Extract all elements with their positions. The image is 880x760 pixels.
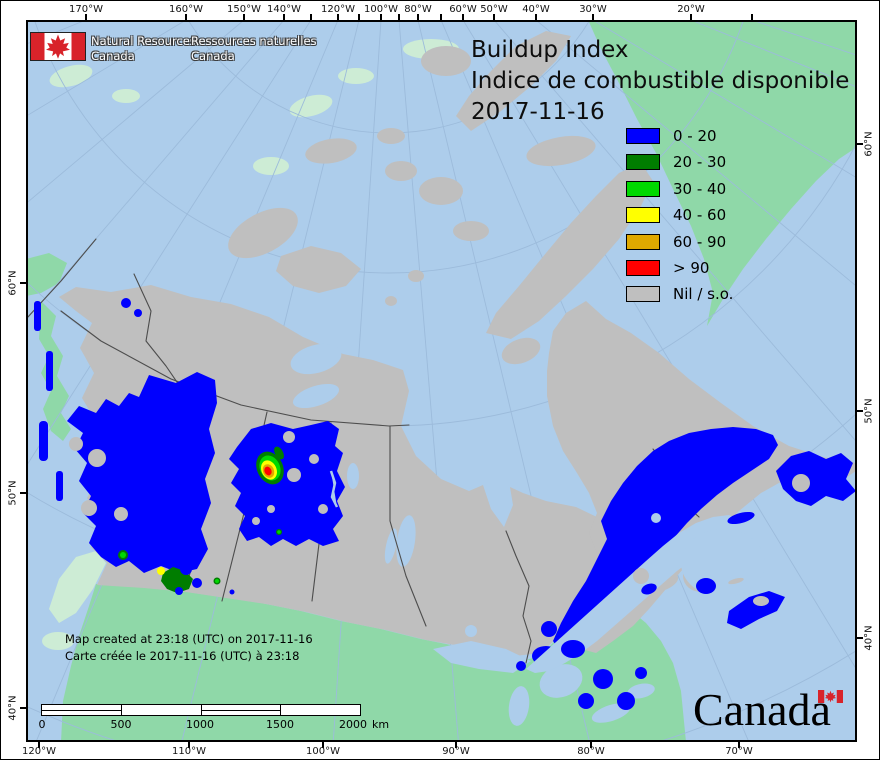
canada-wordmark: Canada (693, 684, 831, 735)
creation-timestamp: Map created at 23:18 (UTC) on 2017-11-16… (65, 631, 313, 664)
scale-unit: km (372, 718, 390, 731)
legend-label: 0 - 20 (673, 127, 717, 145)
lat-label: 60°N (863, 131, 875, 157)
created-en: Map created at 23:18 (UTC) on 2017-11-16 (65, 632, 313, 646)
lon-label: 160°W (169, 4, 203, 15)
legend: 0 - 20 20 - 30 30 - 40 40 - 60 60 - 90 >… (626, 127, 734, 304)
legend-row: Nil / s.o. (626, 285, 734, 304)
bui-saskatchewan (229, 421, 345, 546)
lat-label: 60°N (7, 270, 19, 296)
legend-swatch (626, 233, 660, 250)
lon-label: 60°W (449, 4, 477, 15)
lon-label: 80°W (404, 4, 432, 15)
lon-label: 120°W (22, 746, 56, 757)
lon-label: 70°W (725, 746, 753, 757)
legend-swatch (626, 286, 660, 303)
title-line-fr: Indice de combustible disponible (471, 68, 850, 94)
legend-row: 20 - 30 (626, 153, 733, 172)
lon-label: 100°W (364, 4, 398, 15)
legend-swatch (626, 259, 660, 276)
scale-segment (42, 705, 122, 715)
legend-swatch (626, 154, 660, 171)
bui-newfoundland (776, 451, 856, 506)
canada-flag-icon (30, 32, 86, 61)
vancouver-island (49, 551, 106, 623)
dept-name-en: Natural Resources Canada (91, 34, 196, 63)
lon-label: 140°W (267, 4, 301, 15)
bui-prairie-cluster (157, 563, 235, 595)
lat-label: 40°N (7, 695, 19, 721)
legend-row: 30 - 40 (626, 179, 733, 198)
created-fr: Carte créée le 2017-11-16 (UTC) à 23:18 (65, 648, 300, 663)
lon-label: 110°W (172, 746, 206, 757)
lon-label: 40°W (522, 4, 550, 15)
alaska (26, 253, 67, 296)
lon-label: 20°W (677, 4, 705, 15)
legend-label: Nil / s.o. (673, 285, 734, 304)
lat-label: 40°N (863, 625, 875, 651)
lon-label: 80°W (577, 746, 605, 757)
scale-tick-label: 500 (110, 718, 132, 731)
lat-label: 50°N (7, 480, 19, 506)
legend-label: > 90 (673, 258, 710, 277)
legend-swatch (626, 207, 660, 224)
lon-label: 170°W (69, 4, 103, 15)
scale-segment (281, 705, 360, 715)
legend-label: 30 - 40 (673, 179, 727, 198)
legend-row: 40 - 60 (626, 206, 733, 225)
legend-label: 60 - 90 (673, 232, 727, 251)
scale-tick-label: 1000 (186, 718, 214, 731)
legend-row: 0 - 20 (626, 127, 733, 145)
scale-segment (122, 705, 202, 715)
dept-name-fr: Ressources naturelles Canada (191, 34, 317, 63)
legend-label: 20 - 30 (673, 153, 727, 172)
bui-ontario-patches (516, 621, 647, 710)
legend-swatch (626, 180, 660, 197)
lakes-layer (290, 343, 655, 726)
bui-anticosti (727, 511, 755, 525)
legend-row: > 90 (626, 258, 733, 277)
bui-layer (34, 298, 856, 710)
greenland (589, 22, 857, 326)
lon-label: 30°W (579, 4, 607, 15)
title-date: 2017-11-16 (471, 99, 605, 125)
lon-label: 150°W (227, 4, 261, 15)
lon-label: 120°W (321, 4, 355, 15)
lon-label: 50°W (480, 4, 508, 15)
usa (61, 584, 686, 742)
map-canvas (26, 20, 857, 742)
scale-tick-label: 2000 (339, 718, 367, 731)
scale-tick-label: 0 (38, 718, 46, 731)
scale-bar (41, 704, 361, 716)
legend-swatch (626, 128, 660, 144)
lon-label: 90°W (442, 746, 470, 757)
wordmark-flag-icon (818, 690, 843, 703)
scale-segment (201, 705, 282, 715)
legend-row: 60 - 90 (626, 232, 733, 251)
bui-nova-scotia (727, 591, 785, 629)
bui-bc (67, 372, 217, 573)
map-title: Buildup Index Indice de combustible disp… (471, 35, 849, 128)
title-line-en: Buildup Index (471, 37, 629, 63)
bui-new-brunswick (696, 578, 716, 594)
alaska-panhandle (39, 301, 71, 441)
lon-label: 100°W (306, 746, 340, 757)
legend-label: 40 - 60 (673, 206, 727, 225)
land-outside-layer (26, 22, 857, 742)
bui-hotspot (256, 446, 284, 485)
scale-tick-label: 1500 (266, 718, 294, 731)
lat-label: 50°N (863, 398, 875, 424)
